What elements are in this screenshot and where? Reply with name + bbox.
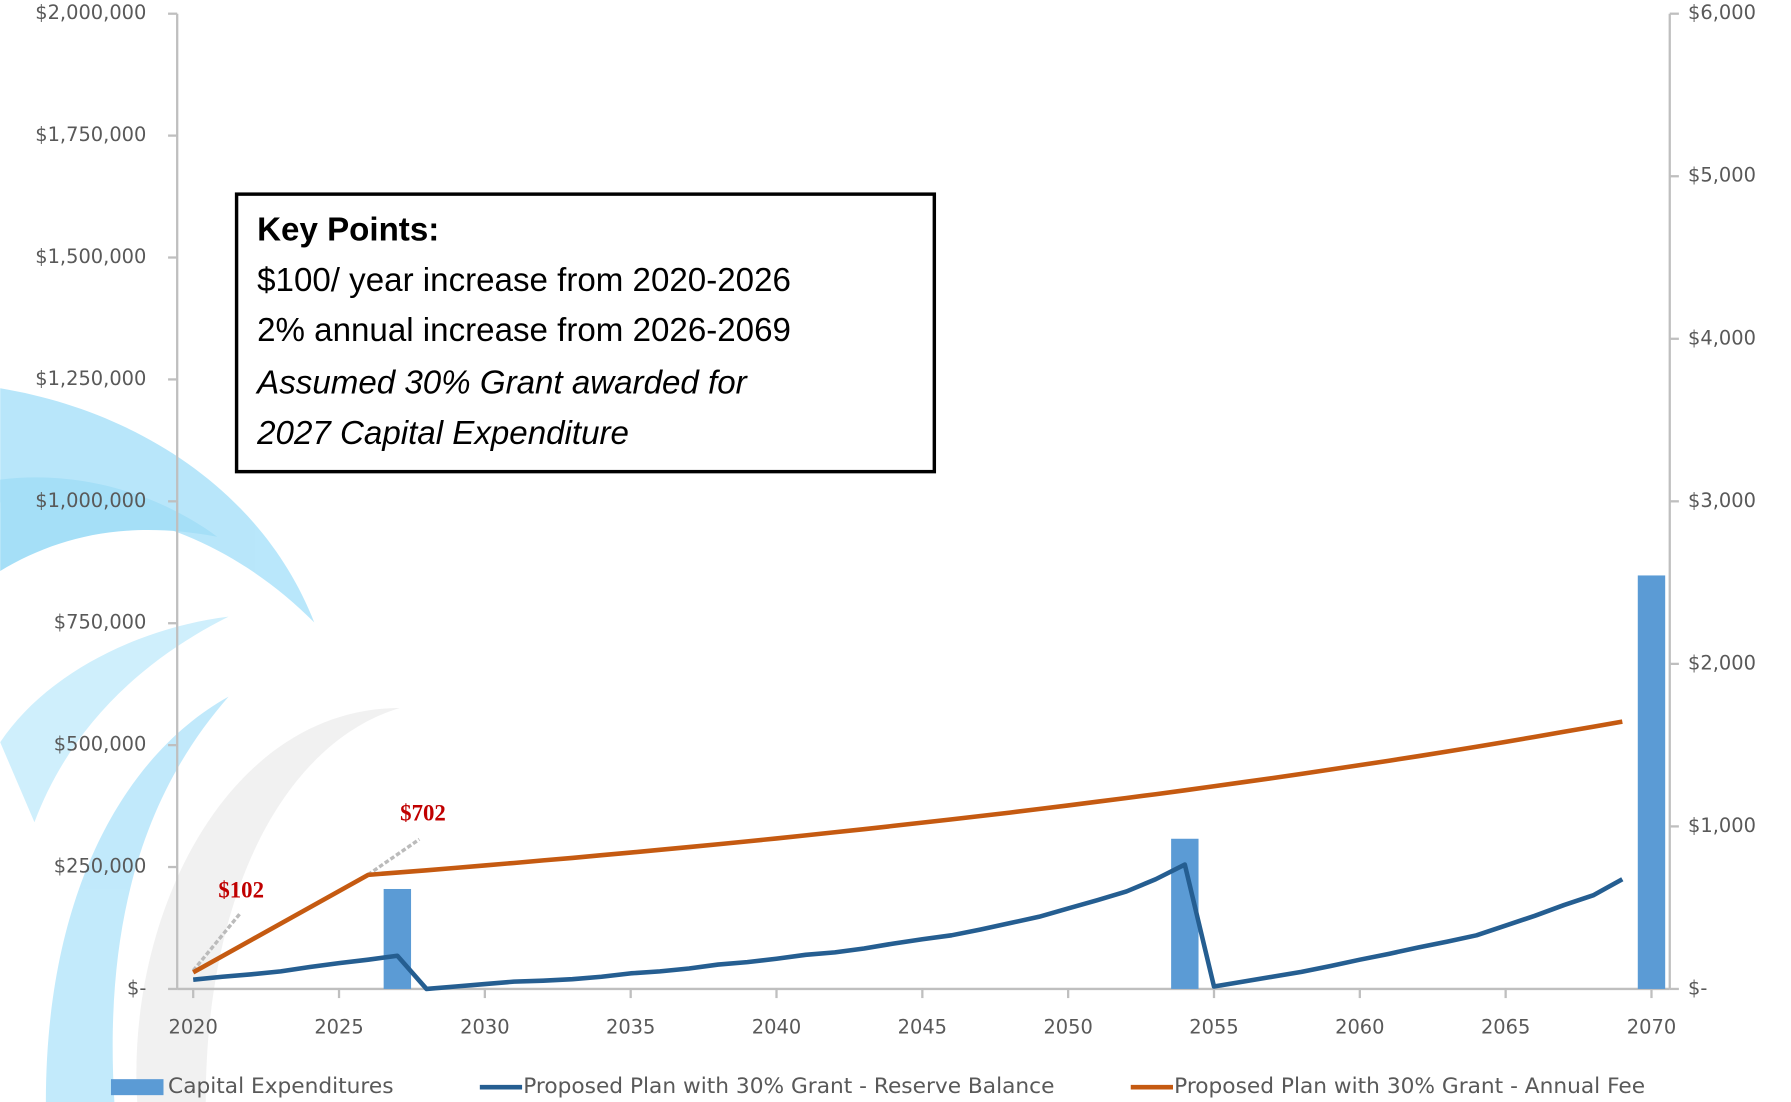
data-label: $702 [400, 801, 446, 826]
y-tick-label: $750,000 [54, 611, 147, 634]
y-tick-label: $2,000,000 [35, 1, 146, 24]
leader-line [191, 912, 242, 972]
x-tick-label: 2020 [168, 1015, 217, 1038]
x-tick-label: 2045 [898, 1015, 947, 1038]
y-tick-label: $250,000 [54, 855, 147, 878]
bar [383, 888, 412, 989]
x-tick-label: 2055 [1189, 1015, 1238, 1038]
y2-tick-label: $3,000 [1688, 489, 1756, 512]
y2-tick-label: $2,000 [1688, 651, 1756, 674]
key-points-heading: Key Points: [257, 212, 439, 249]
y2-tick-label: $6,000 [1688, 1, 1756, 24]
y-tick-label: $1,750,000 [35, 123, 146, 146]
x-tick-label: 2065 [1481, 1015, 1530, 1038]
y-tick-label: $1,500,000 [35, 245, 146, 268]
y2-tick-label: $5,000 [1688, 164, 1756, 187]
x-tick-label: 2060 [1335, 1015, 1384, 1038]
y-tick-label: $- [127, 976, 146, 999]
legend-label: Capital Expenditures [168, 1074, 393, 1099]
x-tick-label: 2050 [1043, 1015, 1092, 1038]
y-tick-label: $500,000 [54, 733, 147, 756]
x-tick-label: 2025 [314, 1015, 363, 1038]
key-point: 2027 Capital Expenditure [256, 415, 629, 452]
background-decoration [0, 388, 400, 1102]
y2-tick-label: $- [1688, 976, 1707, 999]
line [192, 719, 1623, 975]
legend-label: Proposed Plan with 30% Grant - Annual Fe… [1174, 1074, 1645, 1099]
y2-tick-label: $4,000 [1688, 326, 1756, 349]
x-tick-label: 2040 [752, 1015, 801, 1038]
data-label: $102 [218, 878, 264, 903]
y-tick-label: $1,250,000 [35, 367, 146, 390]
key-point: Assumed 30% Grant awarded for [255, 365, 749, 402]
legend-label: Proposed Plan with 30% Grant - Reserve B… [523, 1074, 1054, 1099]
key-point: $100/ year increase from 2020-2026 [257, 262, 791, 299]
key-points-box [234, 192, 937, 474]
line [192, 862, 1624, 992]
leader-line [366, 837, 421, 877]
x-tick-label: 2030 [460, 1015, 509, 1038]
bar [1637, 575, 1666, 989]
x-tick-label: 2035 [606, 1015, 655, 1038]
legend-swatch [110, 1079, 164, 1096]
key-point: 2% annual increase from 2026-2069 [257, 312, 791, 349]
y2-tick-label: $1,000 [1688, 814, 1756, 837]
x-tick-label: 2070 [1627, 1015, 1676, 1038]
y-tick-label: $1,000,000 [35, 489, 146, 512]
